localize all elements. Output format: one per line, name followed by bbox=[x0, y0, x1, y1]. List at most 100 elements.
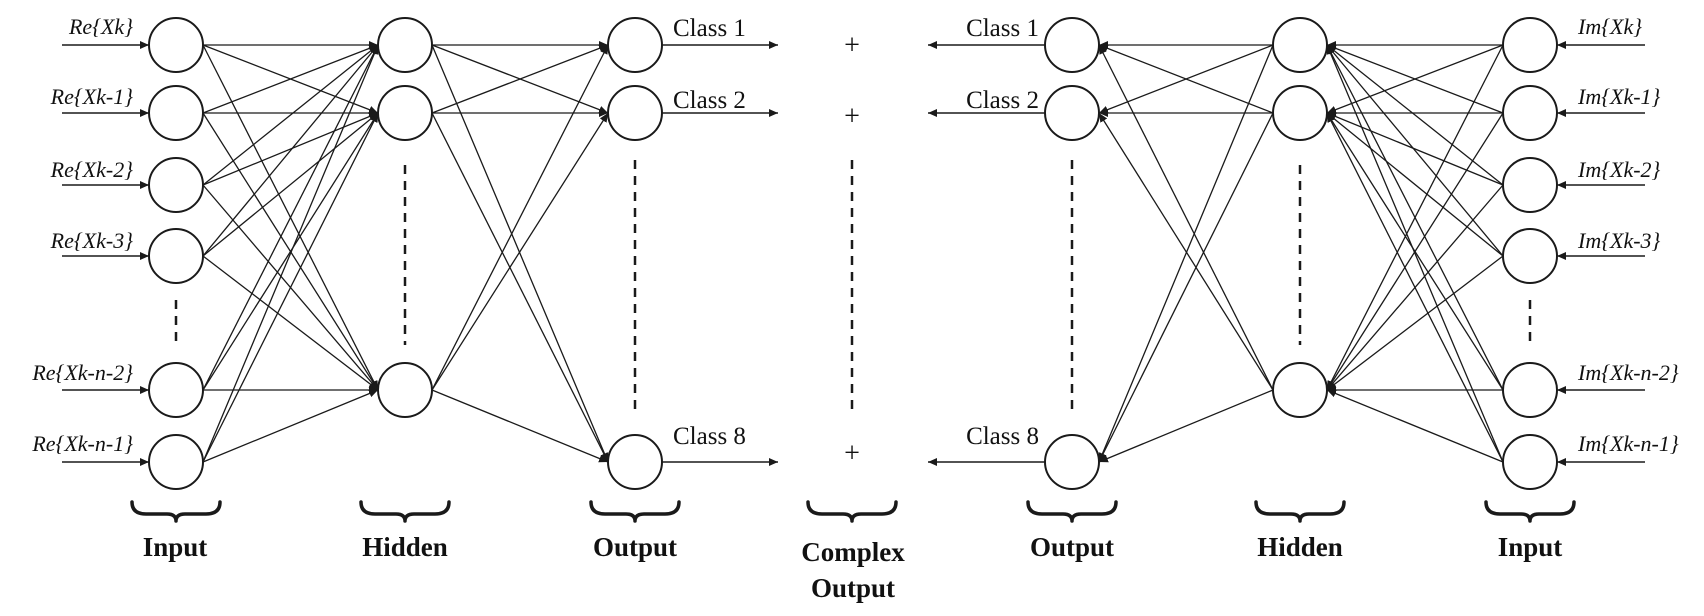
right-input-label-2: Im{Xk-2} bbox=[1577, 157, 1661, 182]
right-connection-input-5-hidden-2 bbox=[1326, 389, 1504, 463]
right-hidden-group-label: Hidden bbox=[1257, 532, 1343, 562]
left-hidden-group-label: Hidden bbox=[362, 532, 448, 562]
complex-operators: + + + bbox=[844, 30, 860, 469]
group-labels: Input Hidden Output Complex Output Outpu… bbox=[143, 532, 1563, 603]
right-input-label-4: Im{Xk-n-2} bbox=[1577, 360, 1679, 385]
right-connection-hidden-1-output-2 bbox=[1098, 112, 1274, 463]
right-connection-input-3-hidden-2 bbox=[1326, 255, 1504, 391]
right-output-label-class-1: Class 1 bbox=[966, 15, 1039, 42]
right-connection-input-5-hidden-0 bbox=[1326, 44, 1504, 463]
left-input-label-3: Re{Xk-3} bbox=[50, 228, 134, 253]
right-input-label-1: Im{Xk-1} bbox=[1577, 84, 1661, 109]
left-connection-input-3-hidden-2 bbox=[202, 255, 379, 391]
left-output-node-1 bbox=[607, 85, 663, 141]
left-connection-hidden-1-output-0 bbox=[431, 44, 609, 114]
left-connection-input-3-hidden-0 bbox=[202, 44, 379, 257]
right-connection-input-5-hidden-1 bbox=[1326, 112, 1504, 463]
right-output-node-2 bbox=[1044, 434, 1100, 490]
plus-sign-class-2: + bbox=[844, 101, 860, 132]
right-connection-input-3-hidden-1 bbox=[1326, 112, 1504, 257]
right-input-label-0: Im{Xk} bbox=[1577, 14, 1642, 39]
complex-output-label-line2: Output bbox=[811, 573, 895, 603]
left-hidden-node-0 bbox=[377, 17, 433, 73]
left-output-group-label: Output bbox=[593, 532, 677, 562]
plus-sign-class-1: + bbox=[844, 30, 860, 61]
left-output-node-0 bbox=[607, 17, 663, 73]
right-input-group-label: Input bbox=[1498, 532, 1563, 562]
right-hidden-brace bbox=[1254, 500, 1346, 523]
left-connection-input-5-hidden-2 bbox=[202, 389, 379, 463]
right-input-node-2 bbox=[1502, 157, 1558, 213]
right-connection-hidden-2-output-0 bbox=[1098, 44, 1274, 391]
left-connection-input-3-hidden-1 bbox=[202, 112, 379, 257]
left-input-node-5 bbox=[148, 434, 204, 490]
nodes bbox=[148, 17, 1558, 490]
right-hidden-node-2 bbox=[1272, 362, 1328, 418]
right-input-node-4 bbox=[1502, 362, 1558, 418]
right-connection-hidden-1-output-0 bbox=[1098, 44, 1274, 114]
left-input-label-0: Re{Xk} bbox=[68, 14, 133, 39]
right-connection-hidden-2-output-2 bbox=[1098, 389, 1274, 463]
right-output-label-class-2: Class 2 bbox=[966, 87, 1039, 114]
right-input-brace bbox=[1484, 500, 1576, 523]
left-output-brace bbox=[589, 500, 681, 523]
connections bbox=[202, 41, 1504, 463]
left-connection-hidden-2-output-2 bbox=[431, 389, 609, 463]
left-input-labels: Re{Xk} Re{Xk-1} Re{Xk-2} Re{Xk-3} Re{Xk-… bbox=[31, 14, 133, 456]
right-input-labels: Im{Xk} Im{Xk-1} Im{Xk-2} Im{Xk-3} Im{Xk-… bbox=[1577, 14, 1679, 456]
left-hidden-brace bbox=[359, 500, 451, 523]
right-input-label-5: Im{Xk-n-1} bbox=[1577, 431, 1679, 456]
left-output-label-class-2: Class 2 bbox=[673, 87, 746, 114]
left-input-node-2 bbox=[148, 157, 204, 213]
right-connection-input-4-hidden-0 bbox=[1326, 44, 1504, 391]
left-connection-hidden-2-output-0 bbox=[431, 44, 609, 391]
left-hidden-node-1 bbox=[377, 85, 433, 141]
io-arrows bbox=[62, 41, 1645, 466]
right-hidden-node-0 bbox=[1272, 17, 1328, 73]
left-connection-input-4-hidden-1 bbox=[202, 112, 379, 391]
right-input-node-0 bbox=[1502, 17, 1558, 73]
left-input-label-1: Re{Xk-1} bbox=[50, 84, 134, 109]
left-connection-hidden-2-output-1 bbox=[431, 112, 609, 391]
right-connection-input-3-hidden-0 bbox=[1326, 44, 1504, 257]
right-output-label-class-8: Class 8 bbox=[966, 423, 1039, 450]
right-input-label-3: Im{Xk-3} bbox=[1577, 228, 1661, 253]
right-output-node-1 bbox=[1044, 85, 1100, 141]
group-braces bbox=[130, 500, 1576, 523]
left-output-labels: Class 1 Class 2 Class 8 bbox=[673, 15, 746, 450]
left-connection-hidden-1-output-2 bbox=[431, 112, 609, 463]
left-connection-input-4-hidden-0 bbox=[202, 44, 379, 391]
right-connection-input-2-hidden-0 bbox=[1326, 44, 1504, 186]
right-connection-input-2-hidden-1 bbox=[1326, 112, 1504, 186]
left-output-node-2 bbox=[607, 434, 663, 490]
right-input-node-3 bbox=[1502, 228, 1558, 284]
left-input-label-2: Re{Xk-2} bbox=[50, 157, 134, 182]
left-input-brace bbox=[130, 500, 222, 523]
left-input-group-label: Input bbox=[143, 532, 208, 562]
left-hidden-node-2 bbox=[377, 362, 433, 418]
left-input-node-3 bbox=[148, 228, 204, 284]
right-output-brace bbox=[1026, 500, 1118, 523]
left-connection-input-2-hidden-0 bbox=[202, 44, 379, 186]
right-connection-hidden-0-output-2 bbox=[1098, 44, 1274, 463]
left-output-label-class-1: Class 1 bbox=[673, 15, 746, 42]
plus-sign-class-8: + bbox=[844, 438, 860, 469]
left-connection-hidden-0-output-2 bbox=[431, 44, 609, 463]
right-input-node-5 bbox=[1502, 434, 1558, 490]
right-output-labels: Class 1 Class 2 Class 8 bbox=[966, 15, 1039, 450]
left-input-node-1 bbox=[148, 85, 204, 141]
complex-output-label-line1: Complex bbox=[801, 537, 905, 567]
right-output-group-label: Output bbox=[1030, 532, 1114, 562]
left-connection-input-1-hidden-0 bbox=[202, 44, 379, 114]
right-input-node-1 bbox=[1502, 85, 1558, 141]
left-connection-input-2-hidden-1 bbox=[202, 112, 379, 186]
left-input-node-0 bbox=[148, 17, 204, 73]
complex-output-brace bbox=[806, 500, 898, 523]
ellipsis-lines bbox=[174, 160, 1532, 415]
left-input-label-5: Re{Xk-n-1} bbox=[31, 431, 133, 456]
left-output-label-class-8: Class 8 bbox=[673, 423, 746, 450]
right-connection-input-4-hidden-1 bbox=[1326, 112, 1504, 391]
left-input-label-4: Re{Xk-n-2} bbox=[31, 360, 133, 385]
right-hidden-node-1 bbox=[1272, 85, 1328, 141]
